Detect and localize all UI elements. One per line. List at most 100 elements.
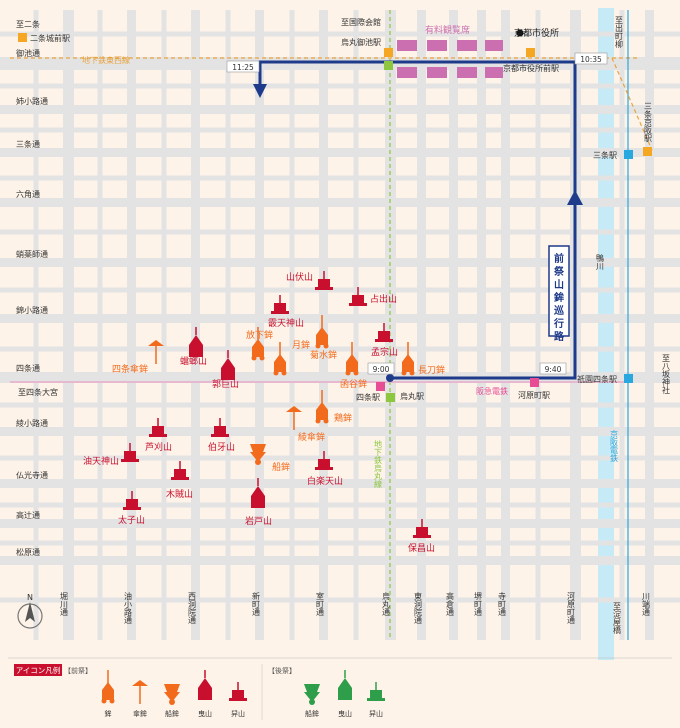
route-title: 前祭山鉾巡行路 bbox=[553, 252, 565, 343]
kaki-icon bbox=[315, 451, 333, 470]
minor-street-h bbox=[0, 175, 680, 181]
kawaramachi-label: 河原町駅 bbox=[518, 390, 550, 400]
sanjo-marker bbox=[624, 150, 633, 159]
kasa-icon bbox=[286, 406, 302, 430]
minor-street-h bbox=[0, 455, 680, 461]
shijo-marker bbox=[376, 382, 385, 391]
float-label: 木賊山 bbox=[166, 488, 193, 500]
karasuma-line-label: 地下鉄烏丸線 bbox=[374, 439, 383, 488]
kaki-icon bbox=[149, 418, 167, 437]
street-label-v: 川端通 bbox=[642, 592, 651, 617]
minor-street-v bbox=[353, 10, 359, 640]
float-label: 白楽天山 bbox=[307, 475, 343, 487]
street-label-h: 錦小路通 bbox=[16, 305, 48, 315]
minor-street-v bbox=[161, 10, 167, 640]
hoko-icon bbox=[345, 342, 359, 376]
street-label-h: 六角通 bbox=[16, 189, 40, 199]
float-label: 油天神山 bbox=[83, 455, 119, 467]
street-h bbox=[0, 519, 680, 528]
minor-street-h bbox=[0, 31, 680, 37]
shiyakusho-marker bbox=[526, 48, 535, 57]
legend-item-label: 曳山 bbox=[198, 709, 212, 718]
legend-ato-item-label: 船鉾 bbox=[305, 709, 319, 718]
kamogawa-label: 鴨川 bbox=[596, 253, 605, 270]
route-times: 9:00 9:40 10:35 11:25 bbox=[226, 52, 608, 375]
hoko-icon bbox=[401, 342, 415, 376]
kasa-icon bbox=[148, 340, 164, 364]
minor-street-h bbox=[0, 502, 680, 508]
fune-icon bbox=[250, 444, 266, 465]
kaki-icon bbox=[171, 461, 189, 480]
route-title-box: 前祭山鉾巡行路 bbox=[548, 245, 570, 343]
float-label: 放下鉾 bbox=[246, 329, 273, 341]
street-h bbox=[0, 427, 680, 436]
yasaka-label: 至八坂神社 bbox=[662, 354, 671, 395]
float-label: 菊水鉾 bbox=[310, 349, 337, 361]
float-label: 岩戸山 bbox=[245, 515, 272, 527]
legend-item-label: 傘鉾 bbox=[133, 709, 147, 718]
hoko-icon bbox=[273, 342, 287, 376]
fune-icon bbox=[304, 684, 320, 705]
hiki-icon bbox=[198, 670, 212, 700]
street-h bbox=[0, 198, 680, 207]
street-v bbox=[645, 10, 654, 640]
minor-street-h bbox=[0, 127, 680, 133]
street-v bbox=[255, 10, 264, 640]
street-label-h: 松原通 bbox=[16, 547, 40, 557]
street-v bbox=[501, 10, 510, 640]
minor-street-h bbox=[0, 83, 680, 89]
legend-title-bg bbox=[14, 664, 62, 676]
float-label: 山伏山 bbox=[286, 271, 313, 283]
kawaramachi-marker bbox=[530, 378, 539, 387]
kaki-icon bbox=[211, 418, 229, 437]
float-label: 四条傘鉾 bbox=[112, 363, 148, 375]
street-label-v: 西洞院通 bbox=[188, 592, 197, 625]
street-label-v: 堺町通 bbox=[474, 591, 483, 617]
paid-seats-label: 有料観覧席 bbox=[425, 24, 470, 36]
nijojo-label: 二条城前駅 bbox=[30, 33, 70, 43]
sanjo-keihan-marker bbox=[643, 147, 652, 156]
hiki-icon bbox=[189, 327, 203, 357]
legend-item-label: 舁山 bbox=[231, 709, 245, 718]
hoko-icon bbox=[315, 315, 329, 349]
kaki-icon bbox=[229, 682, 247, 701]
time-kyoto-hall: 10:35 bbox=[580, 55, 602, 64]
shijo-omiya-label: 至四条大宮 bbox=[18, 387, 58, 397]
float-label: 郭巨山 bbox=[212, 378, 239, 390]
nijojo-marker bbox=[18, 33, 27, 42]
minor-street-h bbox=[0, 402, 680, 408]
rail-lines bbox=[10, 10, 653, 640]
legend-item-label: 鉾 bbox=[105, 709, 112, 718]
float-label: 太子山 bbox=[118, 514, 145, 526]
street-label-v: 堀川通 bbox=[60, 592, 69, 617]
kokusai-label: 至国際会館 bbox=[341, 17, 381, 27]
route-start-dot bbox=[386, 374, 394, 382]
street-label-v: 新町通 bbox=[252, 591, 261, 617]
float-label: 伯牙山 bbox=[208, 441, 235, 453]
street-h bbox=[0, 372, 680, 383]
street-label-v: 烏丸通 bbox=[382, 591, 391, 617]
hiki-icon bbox=[338, 670, 352, 700]
float-label: 函谷鉾 bbox=[340, 378, 367, 390]
compass: N bbox=[17, 593, 43, 629]
minor-street-h bbox=[0, 597, 680, 603]
street-label-v: 高倉通 bbox=[446, 591, 455, 617]
legend-icons: 鉾 傘鉾 船鉾 曳山 舁山 船鉾 曳山 舁山 bbox=[101, 670, 385, 718]
street-label-h: 高辻通 bbox=[16, 510, 40, 520]
street-v bbox=[477, 10, 486, 640]
demachi-label: 至出町柳 bbox=[615, 16, 624, 49]
street-h bbox=[0, 556, 680, 565]
street-label-h: 三条通 bbox=[16, 139, 40, 149]
street-label-v: 寺町通 bbox=[498, 592, 507, 617]
city-hall-label: 京都市役所 bbox=[514, 27, 559, 39]
street-h bbox=[0, 148, 680, 157]
float-label: 長刀鉾 bbox=[418, 364, 445, 376]
street-label-h: 蛸薬師通 bbox=[16, 249, 48, 259]
karasuma-oike-green-marker bbox=[384, 61, 393, 70]
street-v bbox=[127, 10, 136, 640]
street-v bbox=[449, 10, 458, 640]
legend-ato: 【後祭】 bbox=[268, 666, 296, 675]
keihan-label: 京阪電鉄 bbox=[610, 429, 619, 463]
kyoto-city-hall-dot bbox=[516, 29, 524, 37]
